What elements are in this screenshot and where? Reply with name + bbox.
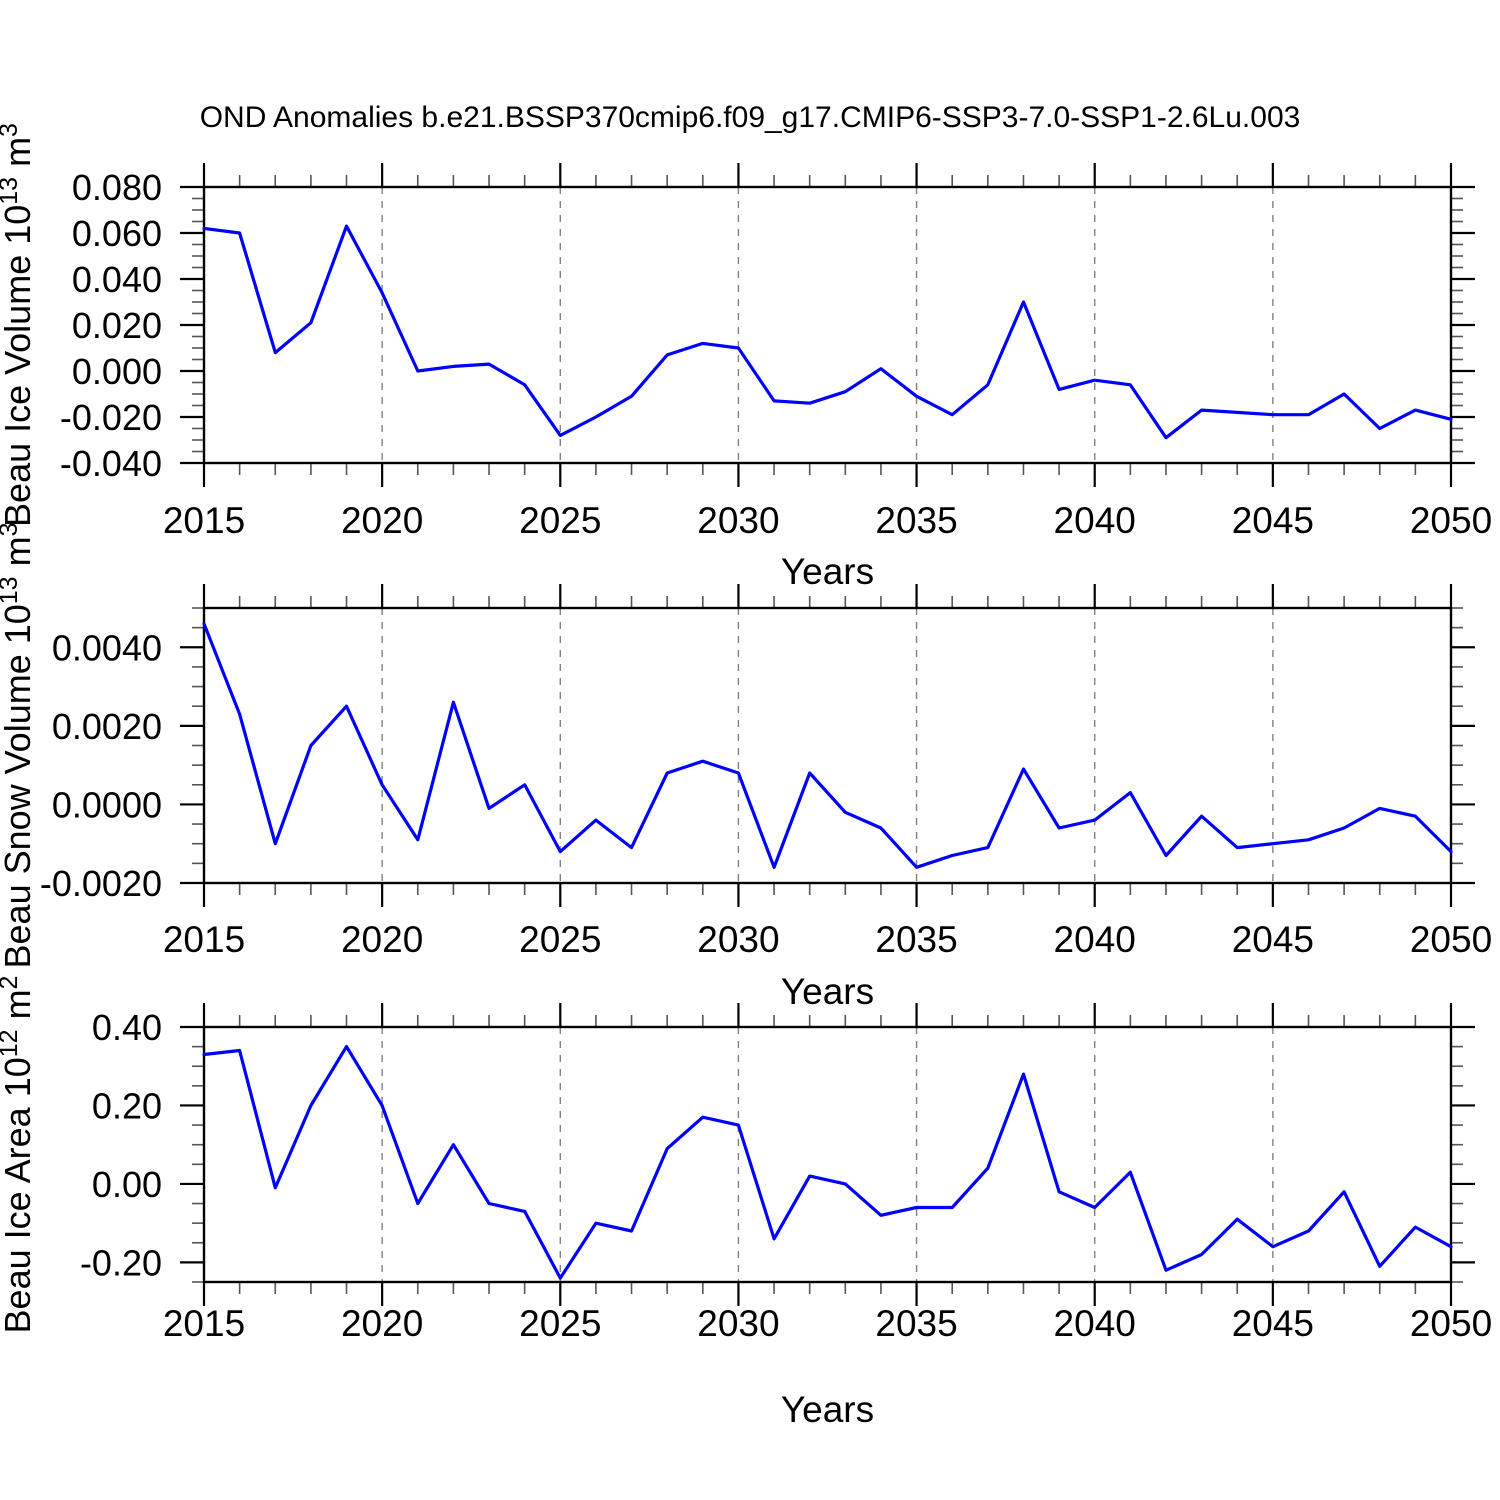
x-tick-label: 2025 <box>519 919 601 960</box>
x-tick-label: 2030 <box>697 919 779 960</box>
y-tick-label: 0.0020 <box>52 706 162 747</box>
y-tick-label: 0.000 <box>72 351 162 392</box>
x-tick-label: 2045 <box>1232 500 1314 541</box>
y-tick-label: 0.40 <box>92 1007 162 1048</box>
x-tick-label: 2020 <box>341 500 423 541</box>
plot-box <box>202 1025 1453 1284</box>
x-tick-label: 2020 <box>341 919 423 960</box>
y-tick-label: 0.0040 <box>52 627 162 668</box>
x-tick-label: 2045 <box>1232 1303 1314 1344</box>
y-tick-label: -0.020 <box>60 397 162 438</box>
x-tick-label: 2045 <box>1232 919 1314 960</box>
x-tick-label: 2015 <box>163 1303 245 1344</box>
y-axis-title: Beau Ice Area 1012 m2 <box>0 976 38 1334</box>
x-tick-label: 2035 <box>875 919 957 960</box>
series-line-beau-ice-volume <box>202 224 1453 440</box>
x-tick-label: 2040 <box>1054 919 1136 960</box>
plot-box <box>202 606 1453 885</box>
y-axis-title: Beau Ice Volume 1013 m3 <box>0 123 38 527</box>
y-tick-label: 0.0000 <box>52 784 162 825</box>
x-tick-label: 2025 <box>519 1303 601 1344</box>
y-tick-label: 0.060 <box>72 213 162 254</box>
x-tick-label: 2050 <box>1410 919 1492 960</box>
x-tick-label: 2020 <box>341 1303 423 1344</box>
x-tick-label: 2040 <box>1054 500 1136 541</box>
x-tick-label: 2015 <box>163 919 245 960</box>
y-axis-title: Beau Snow Volume 1013 m3 <box>0 523 38 969</box>
x-tick-label: 2040 <box>1054 1303 1136 1344</box>
series-line-beau-snow-volume <box>202 622 1453 869</box>
x-tick-label: 2015 <box>163 500 245 541</box>
y-tick-label: -0.0020 <box>40 863 162 904</box>
y-tick-label: 0.080 <box>72 167 162 208</box>
x-axis-title: Years <box>781 1389 874 1430</box>
panel-beau-ice-volume: 0.080 0.060 0.040 0.020 0.000 -0.020 -0.040201… <box>0 123 1492 592</box>
x-axis-title: Years <box>781 971 874 1012</box>
x-tick-label: 2035 <box>875 1303 957 1344</box>
series-line-beau-ice-area <box>202 1044 1453 1280</box>
x-tick-label: 2025 <box>519 500 601 541</box>
y-tick-label: 0.020 <box>72 305 162 346</box>
x-tick-label: 2050 <box>1410 500 1492 541</box>
x-tick-label: 2035 <box>875 500 957 541</box>
y-tick-label: 0.20 <box>92 1085 162 1126</box>
plot-box <box>202 185 1453 465</box>
y-tick-label: 0.040 <box>72 259 162 300</box>
y-tick-label: -0.040 <box>60 443 162 484</box>
x-tick-label: 2050 <box>1410 1303 1492 1344</box>
chart-title: OND Anomalies b.e21.BSSP370cmip6.f09_g17… <box>199 101 1301 134</box>
x-tick-label: 2030 <box>697 1303 779 1344</box>
y-tick-label: -0.20 <box>80 1242 162 1283</box>
x-axis-title: Years <box>781 551 874 592</box>
y-tick-label: 0.00 <box>92 1164 162 1205</box>
x-tick-label: 2030 <box>697 500 779 541</box>
